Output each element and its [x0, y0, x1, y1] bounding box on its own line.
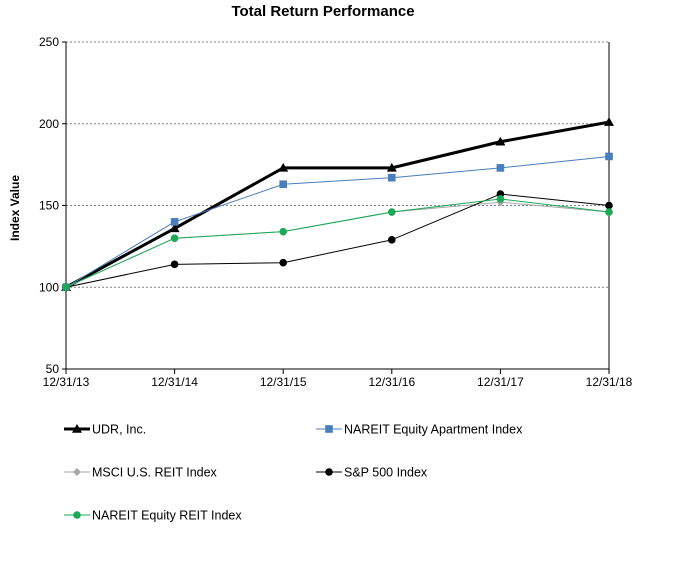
- legend-item: UDR, Inc.: [64, 423, 146, 437]
- legend-marker: [73, 511, 81, 519]
- data-point: [169, 223, 180, 233]
- series-group: [61, 117, 614, 292]
- data-point: [170, 218, 179, 226]
- data-point: [388, 173, 396, 182]
- data-point: [605, 201, 613, 210]
- series-line: [65, 198, 610, 288]
- legend-marker: [325, 425, 333, 433]
- legend-label: S&P 500 Index: [344, 466, 428, 480]
- legend-item: S&P 500 Index: [316, 466, 428, 480]
- y-tick-label: 200: [39, 117, 59, 131]
- legend-item: NAREIT Equity REIT Index: [64, 509, 242, 523]
- legend-label: MSCI U.S. REIT Index: [92, 466, 218, 480]
- data-point: [605, 208, 613, 216]
- data-point: [604, 117, 614, 126]
- axes: 50 100 150 200 250 12/31/13 12/31/14 12/31/15 12…: [39, 35, 633, 389]
- data-point: [496, 164, 505, 172]
- series-line: [65, 193, 610, 288]
- x-tick-label: 12/31/18: [586, 375, 633, 389]
- series-line: [65, 120, 610, 289]
- data-point: [170, 260, 179, 269]
- data-point: [62, 283, 70, 292]
- data-point: [495, 136, 506, 146]
- x-tick-label: 12/31/14: [151, 375, 198, 389]
- y-tick-label: 250: [39, 35, 59, 49]
- legend-item: MSCI U.S. REIT Index: [64, 466, 218, 480]
- data-point: [605, 152, 613, 161]
- y-tick-label: 100: [39, 280, 59, 294]
- x-tick-label: 12/31/15: [260, 375, 307, 389]
- series-0: [61, 117, 614, 291]
- data-point: [279, 180, 287, 189]
- data-point: [386, 162, 397, 172]
- legend-marker: [325, 468, 333, 476]
- y-axis-label: Index Value: [8, 175, 22, 241]
- data-point: [279, 227, 288, 236]
- series-4: [62, 195, 613, 292]
- x-tick-label: 12/31/13: [43, 375, 90, 389]
- legend-marker: [73, 468, 81, 476]
- legend-label: UDR, Inc.: [92, 423, 146, 437]
- legend-item: NAREIT Equity Apartment Index: [316, 423, 523, 437]
- x-tick-label: 12/31/17: [477, 375, 524, 389]
- y-tick-label: 50: [46, 362, 60, 376]
- data-point: [278, 162, 289, 172]
- data-point: [496, 195, 505, 203]
- legend-marker: [72, 424, 82, 433]
- data-point: [170, 234, 179, 242]
- data-point: [388, 236, 396, 244]
- legend: UDR, Inc. NAREIT Equity Apartment Index MS…: [64, 423, 523, 523]
- gridlines: [66, 41, 609, 288]
- series-line: [65, 155, 610, 288]
- legend-label: NAREIT Equity REIT Index: [92, 509, 242, 523]
- legend-label: NAREIT Equity Apartment Index: [344, 423, 523, 437]
- chart-title: Total Return Performance: [231, 3, 414, 20]
- data-point: [279, 258, 288, 267]
- x-tick-label: 12/31/16: [368, 375, 415, 389]
- y-tick-label: 150: [39, 199, 59, 213]
- data-point: [388, 208, 396, 216]
